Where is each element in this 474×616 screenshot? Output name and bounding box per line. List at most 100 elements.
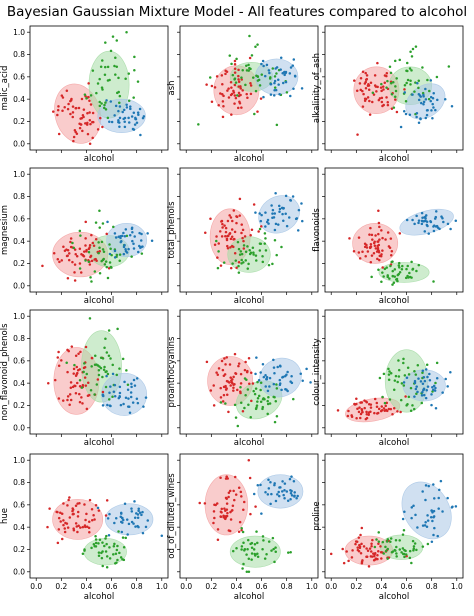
point-red bbox=[370, 233, 374, 237]
point-green bbox=[405, 61, 409, 65]
point-blue bbox=[424, 214, 428, 217]
point-red bbox=[237, 261, 241, 264]
point-red bbox=[74, 354, 78, 358]
point-red bbox=[364, 80, 367, 84]
point-green bbox=[388, 370, 391, 373]
point-blue bbox=[118, 121, 121, 124]
point-green bbox=[235, 547, 238, 550]
point-green bbox=[106, 116, 110, 120]
point-blue bbox=[133, 500, 136, 503]
point-green bbox=[421, 371, 424, 374]
point-green bbox=[252, 251, 255, 254]
point-green bbox=[385, 266, 388, 269]
point-red bbox=[57, 364, 61, 367]
ellipse-red bbox=[204, 474, 249, 536]
point-blue bbox=[430, 403, 433, 407]
point-blue bbox=[266, 493, 270, 496]
point-red bbox=[230, 92, 234, 96]
x-tick-label: 0.6 bbox=[106, 582, 118, 591]
point-blue bbox=[114, 516, 118, 520]
point-green bbox=[240, 252, 244, 256]
point-blue bbox=[424, 521, 427, 524]
point-red bbox=[224, 363, 227, 366]
point-red bbox=[341, 547, 344, 551]
point-green bbox=[392, 388, 396, 391]
point-red bbox=[82, 108, 86, 111]
point-red bbox=[61, 399, 65, 402]
x-tick-label: 0.4 bbox=[230, 582, 242, 591]
point-green bbox=[251, 246, 255, 249]
point-blue bbox=[271, 212, 274, 215]
point-red bbox=[376, 85, 379, 89]
point-green bbox=[427, 97, 431, 101]
point-green bbox=[118, 253, 122, 256]
point-blue bbox=[119, 520, 123, 524]
point-blue bbox=[273, 79, 277, 83]
point-red bbox=[75, 381, 79, 385]
point-red bbox=[86, 381, 90, 385]
point-red bbox=[63, 527, 66, 530]
point-blue bbox=[124, 228, 128, 231]
point-red bbox=[233, 498, 236, 502]
point-red bbox=[365, 243, 368, 247]
point-blue bbox=[129, 395, 133, 399]
point-green bbox=[410, 69, 413, 72]
point-blue bbox=[107, 534, 111, 537]
point-green bbox=[259, 388, 262, 392]
point-red bbox=[216, 528, 220, 531]
point-blue bbox=[289, 488, 292, 492]
point-red bbox=[229, 81, 233, 84]
point-green bbox=[402, 357, 405, 361]
point-blue bbox=[441, 216, 444, 220]
point-red bbox=[367, 565, 371, 568]
point-red bbox=[376, 553, 379, 557]
point-red bbox=[73, 271, 76, 274]
point-red bbox=[86, 132, 90, 136]
point-blue bbox=[273, 94, 276, 97]
point-blue bbox=[122, 117, 125, 121]
point-green bbox=[98, 104, 102, 108]
point-green bbox=[100, 240, 104, 244]
point-blue bbox=[424, 116, 428, 120]
point-green bbox=[90, 546, 93, 550]
point-blue bbox=[137, 509, 140, 513]
point-red bbox=[366, 549, 370, 552]
point-red bbox=[369, 410, 372, 413]
point-blue bbox=[425, 525, 429, 528]
point-green bbox=[109, 49, 113, 53]
point-green bbox=[388, 65, 392, 68]
point-green bbox=[115, 548, 119, 552]
point-red bbox=[353, 403, 357, 406]
point-red bbox=[242, 508, 245, 512]
point-red bbox=[384, 408, 388, 412]
point-red bbox=[239, 490, 243, 494]
point-green bbox=[103, 65, 107, 69]
point-green bbox=[406, 264, 409, 268]
point-red bbox=[243, 368, 247, 372]
point-red bbox=[363, 399, 366, 402]
point-green bbox=[254, 553, 257, 557]
point-green bbox=[381, 271, 384, 274]
point-blue bbox=[417, 121, 421, 124]
point-blue bbox=[141, 116, 145, 120]
point-red bbox=[368, 233, 371, 236]
point-green bbox=[116, 91, 119, 95]
point-red bbox=[378, 254, 382, 258]
point-green bbox=[256, 43, 259, 46]
point-red bbox=[56, 510, 59, 514]
point-red bbox=[91, 241, 95, 245]
ellipse-blue bbox=[401, 481, 452, 540]
point-green bbox=[78, 267, 82, 270]
point-red bbox=[228, 529, 232, 533]
point-red bbox=[381, 266, 384, 269]
point-blue bbox=[428, 379, 432, 382]
point-green bbox=[409, 409, 413, 412]
point-blue bbox=[309, 381, 312, 384]
point-green bbox=[403, 374, 407, 377]
point-red bbox=[242, 500, 246, 504]
point-blue bbox=[123, 120, 126, 124]
point-red bbox=[254, 505, 257, 508]
point-red bbox=[239, 390, 242, 393]
point-blue bbox=[109, 100, 113, 103]
point-green bbox=[389, 537, 393, 540]
